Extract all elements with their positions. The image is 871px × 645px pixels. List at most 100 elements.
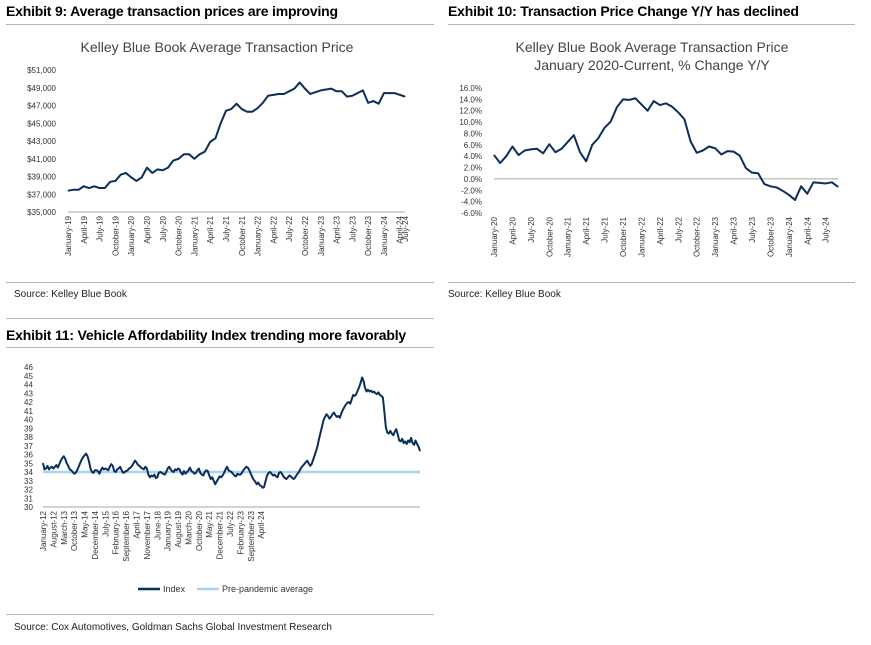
- data-point: [204, 151, 206, 153]
- data-point: [248, 469, 250, 471]
- data-point: [144, 466, 146, 468]
- data-point: [300, 467, 302, 469]
- data-point: [168, 466, 170, 468]
- data-point: [315, 450, 317, 452]
- data-point: [137, 464, 139, 466]
- data-point: [216, 481, 218, 483]
- x-tick-label: January-24: [785, 216, 794, 257]
- x-tick-label: July-23: [348, 215, 357, 241]
- data-point: [314, 91, 316, 93]
- data-point: [161, 472, 163, 474]
- data-point: [124, 471, 126, 473]
- data-point: [354, 395, 356, 397]
- data-point: [328, 418, 330, 420]
- data-point: [536, 148, 538, 150]
- data-point: [176, 469, 178, 471]
- y-tick-label: -4.0%: [461, 198, 482, 207]
- data-point: [351, 398, 353, 400]
- data-point: [91, 471, 93, 473]
- data-point: [125, 470, 127, 472]
- data-point: [299, 469, 301, 471]
- data-point: [72, 471, 74, 473]
- data-point: [399, 94, 401, 96]
- series-line-main: [67, 81, 406, 192]
- data-point: [370, 390, 372, 392]
- data-point: [812, 181, 814, 183]
- data-point: [177, 468, 179, 469]
- data-point: [135, 180, 137, 182]
- data-point: [220, 122, 222, 124]
- data-point: [183, 153, 185, 155]
- data-point: [238, 474, 240, 476]
- x-tick-label: July-20: [159, 215, 168, 241]
- chart-price-change-yoy: Kelley Blue Book Average Transaction Pri…: [459, 39, 839, 257]
- data-point: [343, 406, 345, 408]
- data-point: [131, 465, 133, 467]
- y-tick-label: 35: [24, 459, 33, 468]
- exhibit-9-source: Source: Kelley Blue Book: [14, 289, 127, 300]
- data-point: [140, 467, 142, 469]
- data-point: [364, 387, 366, 389]
- x-tick-label: April-23: [730, 216, 739, 244]
- data-point: [659, 104, 661, 106]
- data-point: [196, 469, 198, 471]
- data-point: [397, 433, 399, 435]
- data-point: [302, 465, 304, 467]
- data-point: [184, 473, 186, 475]
- data-point: [412, 442, 414, 444]
- data-point: [204, 471, 206, 473]
- data-point: [93, 185, 95, 187]
- x-tick-label: July-21: [222, 215, 231, 241]
- data-point: [239, 474, 241, 476]
- y-tick-label: 2.0%: [464, 164, 482, 173]
- data-point: [275, 475, 277, 477]
- data-point: [372, 100, 374, 102]
- data-point: [121, 469, 123, 471]
- data-point: [340, 412, 342, 414]
- x-tick-label: April-19: [80, 215, 89, 243]
- y-tick-label: $45,000: [27, 119, 56, 128]
- data-point: [671, 106, 673, 108]
- data-point: [143, 468, 145, 470]
- data-point: [109, 466, 111, 468]
- x-tick-label: July-22: [226, 510, 235, 536]
- data-point: [213, 480, 215, 482]
- data-point: [726, 150, 728, 152]
- data-point: [763, 183, 765, 185]
- data-point: [373, 391, 375, 392]
- x-tick-label: January-21: [564, 216, 573, 257]
- data-point: [107, 469, 109, 471]
- data-point: [118, 468, 120, 469]
- data-point: [542, 152, 544, 154]
- chart-title: Kelley Blue Book Average Transaction Pri…: [81, 39, 354, 55]
- data-point: [193, 158, 195, 160]
- data-point: [109, 181, 111, 183]
- data-point: [757, 172, 759, 174]
- data-point: [304, 88, 306, 90]
- data-point: [278, 472, 280, 474]
- data-point: [392, 434, 394, 436]
- data-point: [320, 432, 322, 434]
- data-point: [219, 475, 221, 477]
- exhibit-9-top-rule: [6, 24, 434, 25]
- data-point: [222, 475, 224, 476]
- data-point: [380, 395, 382, 397]
- data-point: [357, 92, 359, 94]
- data-point: [210, 478, 212, 480]
- data-point: [309, 465, 311, 467]
- data-point: [58, 463, 60, 465]
- data-point: [290, 475, 292, 477]
- data-point: [337, 415, 339, 417]
- data-point: [806, 193, 808, 195]
- exhibit-10-title: Exhibit 10: Transaction Price Change Y/Y…: [448, 3, 799, 19]
- y-tick-label: 30: [24, 503, 33, 512]
- data-point: [573, 134, 575, 136]
- data-point: [524, 150, 526, 151]
- data-point: [112, 465, 114, 467]
- data-point: [150, 475, 152, 476]
- data-point: [113, 470, 115, 472]
- x-tick-label: September-23: [247, 510, 256, 561]
- y-tick-label: 14.0%: [459, 95, 482, 104]
- data-point: [554, 151, 556, 153]
- y-tick-label: 34: [24, 468, 33, 477]
